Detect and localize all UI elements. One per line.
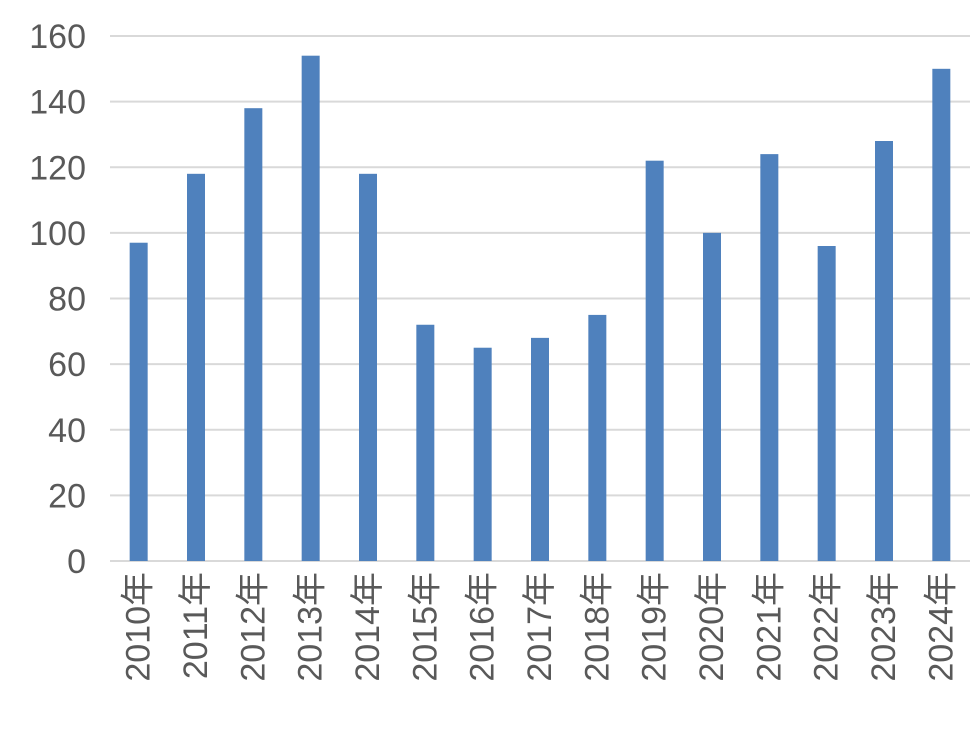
bars <box>129 55 951 561</box>
y-tick-label: 80 <box>48 281 86 319</box>
x-tick-label: 2014年 <box>349 572 387 682</box>
x-tick-label: 2012年 <box>234 572 272 682</box>
x-tick-label: 2020年 <box>693 572 731 682</box>
y-tick-label: 120 <box>29 149 86 187</box>
bar-2012年 <box>244 108 263 561</box>
x-tick-label: 2011年 <box>177 572 215 679</box>
y-tick-label: 40 <box>48 412 86 450</box>
x-tick-label: 2018年 <box>578 572 616 682</box>
bar-2013年 <box>301 55 320 561</box>
x-tick-label: 2013年 <box>292 572 330 682</box>
x-tick-label: 2017年 <box>521 572 559 682</box>
bar-2014年 <box>359 173 377 561</box>
bar-2016年 <box>473 347 492 561</box>
bar-2022年 <box>817 246 836 561</box>
y-tick-label: 140 <box>29 84 86 122</box>
bar-2023年 <box>875 141 893 561</box>
bar-2021年 <box>760 154 779 561</box>
bar-2010年 <box>129 242 148 561</box>
x-axis: 2010年 2011年 2012年 2013年 2014年 2015年 2016年 2017年… <box>120 572 961 682</box>
x-tick-label: 2022年 <box>808 572 846 682</box>
y-axis: 0 20 40 60 80 100 120 140 160 <box>29 18 86 581</box>
y-tick-label: 60 <box>48 346 86 384</box>
bar-2018年 <box>588 314 607 561</box>
bar-2024年 <box>932 68 951 561</box>
bar-2019年 <box>645 160 664 561</box>
y-tick-label: 100 <box>29 215 86 253</box>
x-tick-label: 2019年 <box>636 572 674 682</box>
x-tick-label: 2024年 <box>922 572 960 682</box>
x-tick-label: 2023年 <box>865 572 903 682</box>
y-tick-label: 20 <box>48 477 86 515</box>
bar-2015年 <box>416 324 435 561</box>
bar-2017年 <box>531 337 549 561</box>
bar-2011年 <box>187 173 205 561</box>
y-tick-label: 160 <box>29 18 86 56</box>
x-tick-label: 2010年 <box>120 572 158 682</box>
x-tick-label: 2015年 <box>406 572 444 682</box>
bar-2020年 <box>703 232 721 561</box>
x-tick-label: 2016年 <box>464 572 502 682</box>
y-tick-label: 0 <box>67 543 86 581</box>
x-tick-label: 2021年 <box>750 572 788 682</box>
